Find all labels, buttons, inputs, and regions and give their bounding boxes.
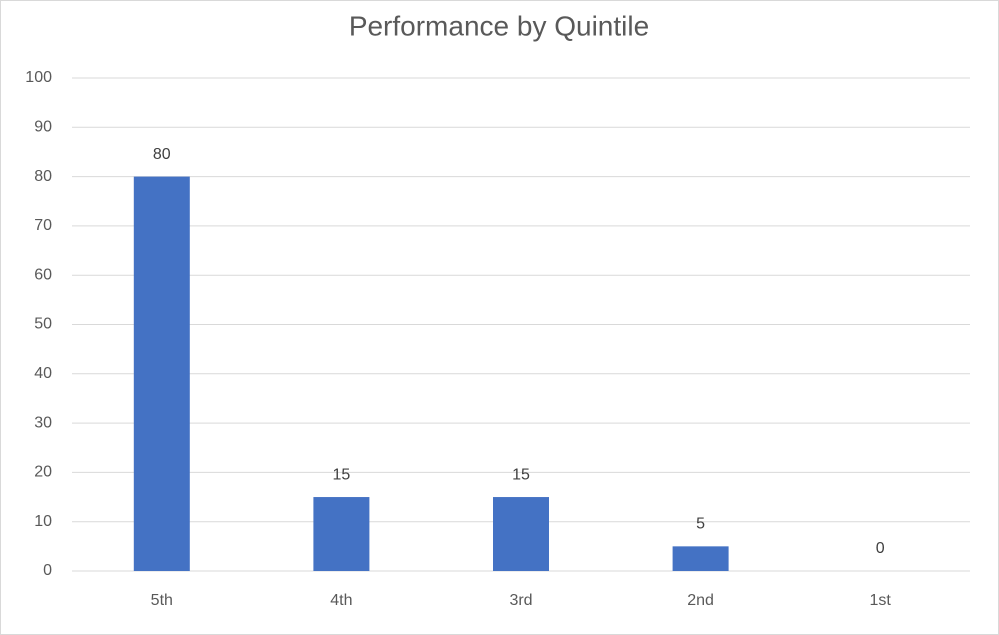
y-tick-label: 20 — [34, 464, 52, 481]
y-tick-label: 90 — [34, 119, 52, 136]
x-tick-label: 2nd — [687, 592, 714, 609]
data-label: 15 — [512, 466, 530, 483]
x-tick-label: 5th — [151, 592, 173, 609]
y-tick-label: 10 — [34, 513, 52, 530]
x-tick-label: 4th — [330, 592, 352, 609]
y-tick-label: 40 — [34, 365, 52, 382]
data-label: 5 — [696, 516, 705, 533]
data-label: 0 — [876, 540, 885, 557]
y-tick-label: 50 — [34, 316, 52, 333]
y-tick-label: 100 — [25, 69, 52, 86]
y-tick-label: 30 — [34, 414, 52, 431]
bar — [133, 176, 190, 571]
x-tick-label: 3rd — [509, 592, 532, 609]
chart-title: Performance by Quintile — [349, 10, 649, 41]
y-tick-label: 0 — [43, 562, 52, 579]
data-label: 80 — [153, 146, 171, 163]
data-label: 15 — [333, 466, 351, 483]
bar — [672, 546, 729, 571]
bar — [493, 497, 549, 571]
y-tick-label: 60 — [34, 266, 52, 283]
y-tick-label: 70 — [34, 217, 52, 234]
bar — [313, 497, 370, 571]
y-tick-label: 80 — [34, 168, 52, 185]
x-tick-label: 1st — [870, 592, 892, 609]
